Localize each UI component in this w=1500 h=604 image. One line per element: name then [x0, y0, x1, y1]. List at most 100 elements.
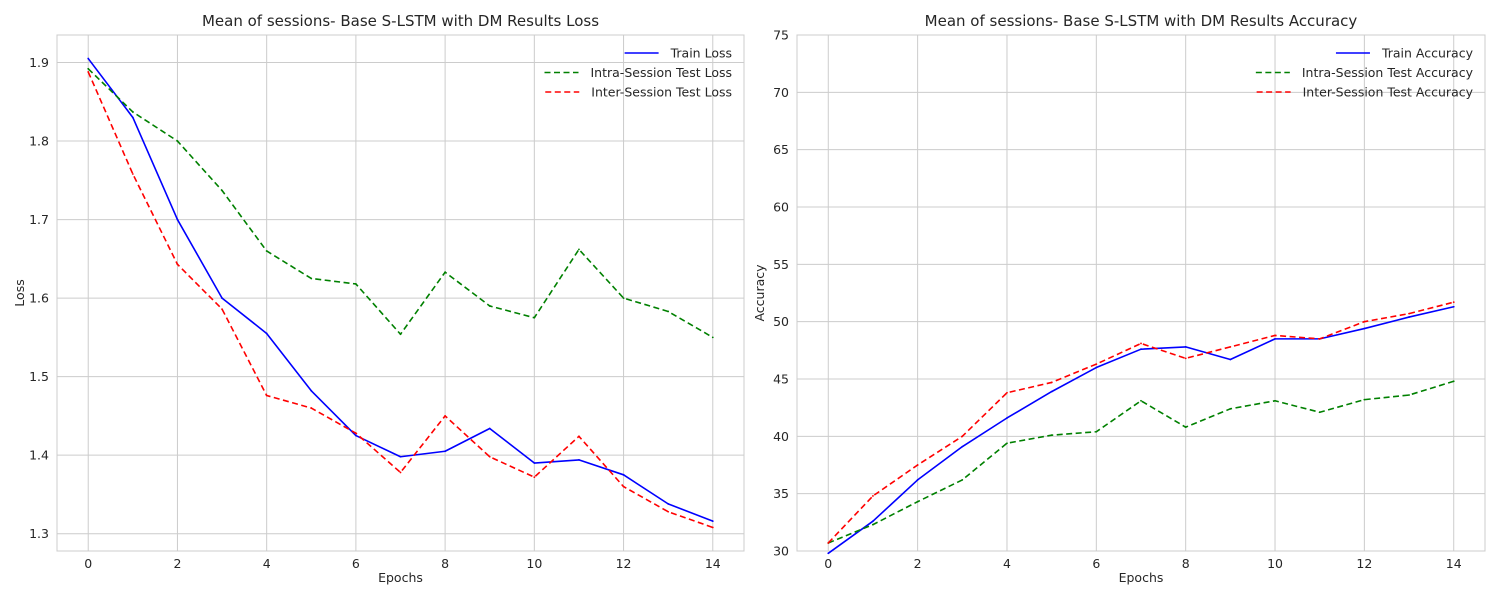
y-tick-label: 1.6: [29, 291, 49, 306]
y-tick-label: 1.3: [29, 526, 49, 541]
data-point: [221, 308, 223, 311]
data-point: [1050, 434, 1053, 437]
data-point: [444, 450, 447, 453]
plot-frame: [796, 34, 1486, 552]
data-point: [1050, 390, 1053, 393]
series-2: [827, 301, 1455, 544]
data-point: [916, 464, 919, 466]
tick-labels: 0 2 4 6 8 10 12 14 30 35 40 45 50 55 60 65 70 75: [773, 28, 1462, 572]
series-line: [827, 301, 1454, 544]
gridlines: [797, 34, 1485, 552]
y-axis-label: Loss: [12, 279, 27, 306]
x-tick-label: 12: [616, 556, 632, 571]
gridlines: [57, 35, 744, 551]
x-tick-label: 4: [1003, 556, 1011, 571]
data-point: [1452, 301, 1455, 304]
data-point: [827, 542, 830, 544]
x-tick-label: 8: [1182, 556, 1190, 571]
y-tick-label: 55: [773, 257, 789, 272]
data-point: [399, 333, 402, 336]
y-tick-label: 60: [773, 200, 789, 215]
legend-entry-label: Train Accuracy: [1381, 46, 1474, 61]
tick-labels: 0 2 4 6 8 10 12 14 1.3 1.4 1.5 1.6 1.7 1.8 1.9: [29, 55, 721, 571]
data-point: [1140, 342, 1142, 345]
data-point: [916, 500, 919, 503]
data-point: [265, 250, 268, 252]
data-point: [916, 479, 919, 481]
data-point: [622, 473, 625, 476]
y-tick-label: 75: [773, 28, 789, 43]
data-point: [176, 218, 179, 221]
data-point: [667, 510, 670, 513]
x-tick-label: 10: [1267, 556, 1283, 571]
series-1: [87, 67, 714, 339]
data-point: [1318, 337, 1321, 340]
data-point: [131, 111, 134, 113]
data-point: [1452, 380, 1455, 383]
data-point: [399, 455, 402, 458]
series-2: [87, 71, 714, 529]
y-tick-label: 1.8: [29, 134, 49, 149]
data-point: [1318, 411, 1321, 414]
data-point: [872, 520, 874, 523]
data-point: [961, 435, 964, 438]
data-point: [131, 116, 134, 119]
data-point: [131, 173, 134, 175]
data-point: [221, 189, 223, 192]
data-point: [1140, 399, 1142, 402]
chart-panel-1: 0 2 4 6 8 10 12 14 30 35 40 45 50 55 60 65 70 75 Mean of s…: [752, 12, 1486, 585]
data-point: [1363, 327, 1366, 330]
legend-entry-label: Inter-Session Test Loss: [591, 85, 732, 100]
y-tick-label: 30: [773, 544, 789, 559]
legend: Train Accuracy Intra-Session Test Accurac…: [1255, 46, 1474, 100]
data-point: [1408, 316, 1410, 318]
data-point: [1408, 312, 1410, 315]
data-point: [310, 389, 313, 392]
data-point: [827, 552, 830, 555]
y-tick-label: 35: [773, 486, 789, 501]
data-point: [310, 277, 313, 280]
data-point: [488, 455, 491, 458]
data-point: [578, 248, 580, 251]
plot-frame: [56, 34, 745, 552]
data-point: [1229, 407, 1232, 410]
data-point: [533, 476, 536, 479]
series-line: [87, 58, 714, 522]
x-tick-label: 12: [1356, 556, 1372, 571]
data-point: [1006, 417, 1008, 419]
x-tick-label: 14: [1446, 556, 1462, 571]
y-axis-label: Accuracy: [752, 264, 767, 322]
data-point: [1274, 399, 1276, 402]
data-point: [176, 263, 179, 266]
data-point: [711, 526, 714, 529]
y-tick-label: 50: [773, 314, 789, 329]
x-tick-label: 8: [441, 556, 449, 571]
x-tick-label: 2: [914, 556, 922, 571]
y-tick-label: 1.5: [29, 369, 49, 384]
data-point: [1095, 366, 1098, 369]
y-tick-label: 70: [773, 85, 789, 100]
y-tick-label: 1.7: [29, 212, 49, 227]
data-point: [1006, 391, 1008, 394]
series-0: [827, 305, 1455, 555]
data-point: [578, 458, 580, 461]
legend-entry-label: Train Loss: [670, 46, 732, 61]
chart-panel-0: 0 2 4 6 8 10 12 14 1.3 1.4 1.5 1.6 1.7 1.8 1.9 Mean of …: [12, 12, 745, 585]
data-point: [667, 310, 670, 313]
y-tick-label: 1.4: [29, 448, 49, 463]
x-tick-label: 2: [173, 556, 181, 571]
data-point: [354, 283, 357, 285]
series-line: [87, 68, 714, 339]
data-point: [533, 462, 536, 464]
data-point: [176, 140, 179, 142]
data-point: [578, 435, 580, 438]
data-point: [667, 502, 670, 505]
series-0: [87, 57, 714, 523]
data-point: [533, 316, 536, 319]
x-axis-label: Epochs: [1119, 570, 1164, 585]
data-point: [1452, 305, 1455, 308]
data-point: [1140, 348, 1142, 351]
x-tick-label: 6: [352, 556, 360, 571]
data-point: [87, 57, 90, 60]
